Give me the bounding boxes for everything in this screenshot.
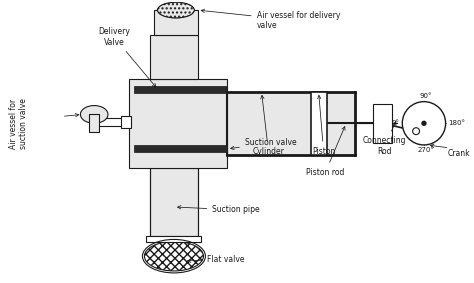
Ellipse shape [157, 2, 194, 18]
Bar [134, 86, 227, 93]
Text: Crank: Crank [447, 149, 470, 158]
Circle shape [422, 121, 426, 125]
Text: Piston: Piston [312, 95, 335, 156]
Text: 270°: 270° [418, 147, 434, 153]
Circle shape [402, 102, 446, 145]
Bar [134, 145, 227, 152]
Bar [150, 168, 198, 237]
Text: Flat valve: Flat valve [187, 255, 245, 264]
Ellipse shape [81, 106, 108, 123]
Bar [146, 237, 201, 243]
Bar [150, 35, 198, 79]
Ellipse shape [145, 241, 203, 271]
Bar [89, 114, 99, 132]
Text: 90°: 90° [419, 93, 432, 99]
Bar [154, 10, 198, 35]
Bar [311, 92, 327, 155]
Text: Suction pipe: Suction pipe [178, 205, 260, 215]
Bar [121, 116, 131, 128]
Text: Air vessel for delivery
valve: Air vessel for delivery valve [201, 9, 340, 31]
Bar [373, 104, 392, 143]
Bar [128, 79, 227, 168]
Text: Suction valve: Suction valve [231, 138, 296, 150]
Bar [227, 92, 355, 155]
Text: Connecting
Rod: Connecting Rod [363, 122, 406, 156]
Text: Piston rod: Piston rod [306, 127, 345, 177]
Text: Air vessel for
suction valve: Air vessel for suction valve [9, 98, 28, 149]
Text: Cylinder: Cylinder [253, 95, 284, 156]
Circle shape [413, 128, 419, 135]
Text: Delivery
Valve: Delivery Valve [98, 27, 156, 87]
Text: 0°: 0° [392, 120, 400, 126]
Text: 180°: 180° [448, 120, 465, 126]
